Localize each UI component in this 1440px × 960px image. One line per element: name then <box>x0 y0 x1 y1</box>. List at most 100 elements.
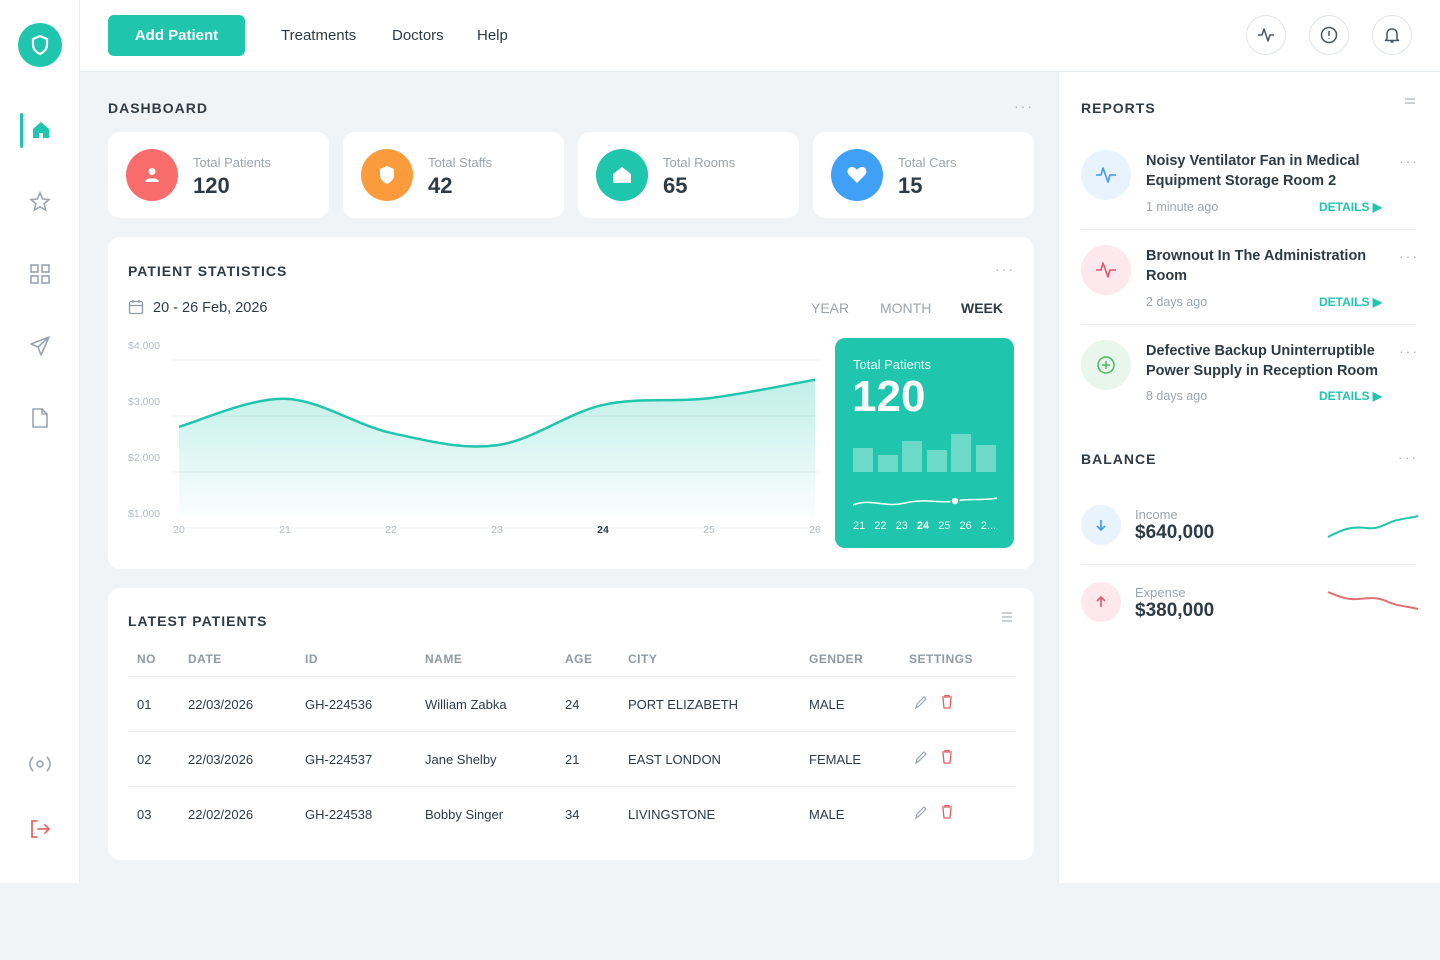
more-menu[interactable]: ··· <box>1014 98 1034 114</box>
delete-button[interactable] <box>940 694 954 710</box>
card-value: 15 <box>898 173 923 198</box>
edit-button[interactable] <box>914 695 928 711</box>
divider <box>1081 324 1416 325</box>
more-menu[interactable]: ··· <box>1398 449 1418 465</box>
table-cell: 21 <box>565 752 580 767</box>
card-value: 120 <box>193 173 230 198</box>
divider <box>128 731 1016 732</box>
table-cell: 01 <box>137 697 152 712</box>
file-icon[interactable] <box>30 407 50 429</box>
pulse-icon <box>1096 167 1116 183</box>
settings-icon[interactable] <box>28 753 52 775</box>
card-icon <box>596 149 648 201</box>
activity-button[interactable] <box>1246 15 1286 55</box>
column-header: NAME <box>425 652 463 666</box>
star-icon[interactable] <box>29 191 51 213</box>
highlight-day: 23 <box>895 520 908 532</box>
highlight-day: 24 <box>916 520 930 532</box>
table-cell: Bobby Singer <box>425 807 504 822</box>
patients-card <box>108 588 1034 860</box>
delete-button[interactable] <box>940 749 954 765</box>
period-tab[interactable]: YEAR <box>811 300 850 316</box>
highlight-day: 22 <box>874 520 887 532</box>
mini-bar <box>976 445 996 472</box>
card-icon <box>126 149 178 201</box>
line <box>178 378 816 448</box>
edit-button[interactable] <box>914 750 928 766</box>
table-cell: LIVINGSTONE <box>628 807 716 822</box>
card-label: Total Cars <box>898 155 957 170</box>
column-header: SETTINGS <box>909 652 974 666</box>
notifications-button[interactable] <box>1372 15 1412 55</box>
expense-sparkline <box>1327 591 1419 610</box>
pencil-icon <box>915 751 927 765</box>
y-tick-label: $4,000 <box>128 340 160 352</box>
shield-icon <box>380 166 394 184</box>
mini-bar <box>951 434 971 472</box>
highlight-label: Total Patients <box>853 357 932 372</box>
pulse-icon <box>1096 262 1116 278</box>
date-range[interactable]: 20 - 26 Feb, 2026 <box>153 300 268 316</box>
topbar <box>80 0 1440 72</box>
sidebar <box>0 0 80 883</box>
active-indicator <box>20 113 23 148</box>
expense-icon <box>1081 582 1121 622</box>
logout-icon[interactable] <box>28 818 52 840</box>
section-title: REPORTS <box>1081 100 1156 116</box>
info-icon <box>1320 26 1338 44</box>
period-tab[interactable]: WEEK <box>961 300 1003 316</box>
more-menu[interactable]: ··· <box>1399 153 1419 169</box>
report-details-link[interactable]: DETAILS ▶ <box>1319 200 1383 214</box>
highlight-value: 120 <box>852 372 926 421</box>
period-tab[interactable]: MONTH <box>880 300 932 316</box>
mini-dot <box>950 496 960 506</box>
nav-link[interactable]: Help <box>477 27 508 44</box>
section-title: BALANCE <box>1081 451 1157 467</box>
divider <box>128 676 1016 677</box>
highlight-day: 25 <box>938 520 951 532</box>
more-menu[interactable]: ··· <box>995 261 1015 277</box>
user-icon <box>145 168 159 182</box>
send-icon[interactable] <box>29 335 51 357</box>
report-time: 8 days ago <box>1146 389 1208 403</box>
line-chart: $1,000 $2,000 $3,000 $4,000 20 21 22 23 24 25 26 <box>128 340 821 536</box>
report-details-link[interactable]: DETAILS ▶ <box>1319 389 1383 403</box>
more-menu[interactable]: ··· <box>1399 343 1419 359</box>
edit-button[interactable] <box>914 805 928 821</box>
table-cell: Jane Shelby <box>425 752 497 767</box>
table-cell: 02 <box>137 752 152 767</box>
x-tick-label: 20 <box>173 524 185 536</box>
card-label: Total Patients <box>193 155 272 170</box>
nav-link[interactable]: Doctors <box>392 27 444 44</box>
delete-button[interactable] <box>940 804 954 820</box>
add-patient-button[interactable]: Add Patient <box>108 15 245 56</box>
mini-bar <box>878 455 898 472</box>
balance-value: $380,000 <box>1135 600 1215 621</box>
report-title[interactable]: Noisy Ventilator Fan in Medical Equipmen… <box>1146 153 1360 189</box>
bell-icon <box>1384 28 1400 43</box>
report-details-link[interactable]: DETAILS ▶ <box>1319 295 1383 309</box>
y-tick-label: $1,000 <box>128 508 160 520</box>
more-menu[interactable]: ··· <box>1399 248 1419 264</box>
card-label: Total Staffs <box>428 155 493 170</box>
balance-label: Income <box>1135 507 1178 522</box>
column-header: CITY <box>628 652 658 666</box>
logo[interactable] <box>18 23 62 67</box>
x-tick-label: 23 <box>491 524 503 536</box>
reports-menu-icon[interactable] <box>1404 96 1416 106</box>
info-button[interactable] <box>1309 15 1349 55</box>
area <box>179 379 815 518</box>
plus-circle-icon <box>1097 356 1115 374</box>
heart-icon <box>847 167 867 183</box>
home-icon[interactable] <box>30 120 52 140</box>
table-cell: 24 <box>565 697 580 712</box>
report-title[interactable]: Defective Backup Uninterruptible Power S… <box>1146 343 1379 379</box>
table-cell: William Zabka <box>425 697 507 712</box>
nav-link[interactable]: Treatments <box>281 27 357 44</box>
list-menu-icon[interactable] <box>1001 611 1013 623</box>
table-cell: MALE <box>809 697 845 712</box>
table-cell: 34 <box>565 807 580 822</box>
pencil-icon <box>915 806 927 820</box>
report-title[interactable]: Brownout In The Administration Room <box>1146 248 1367 284</box>
grid-icon[interactable] <box>29 263 51 285</box>
